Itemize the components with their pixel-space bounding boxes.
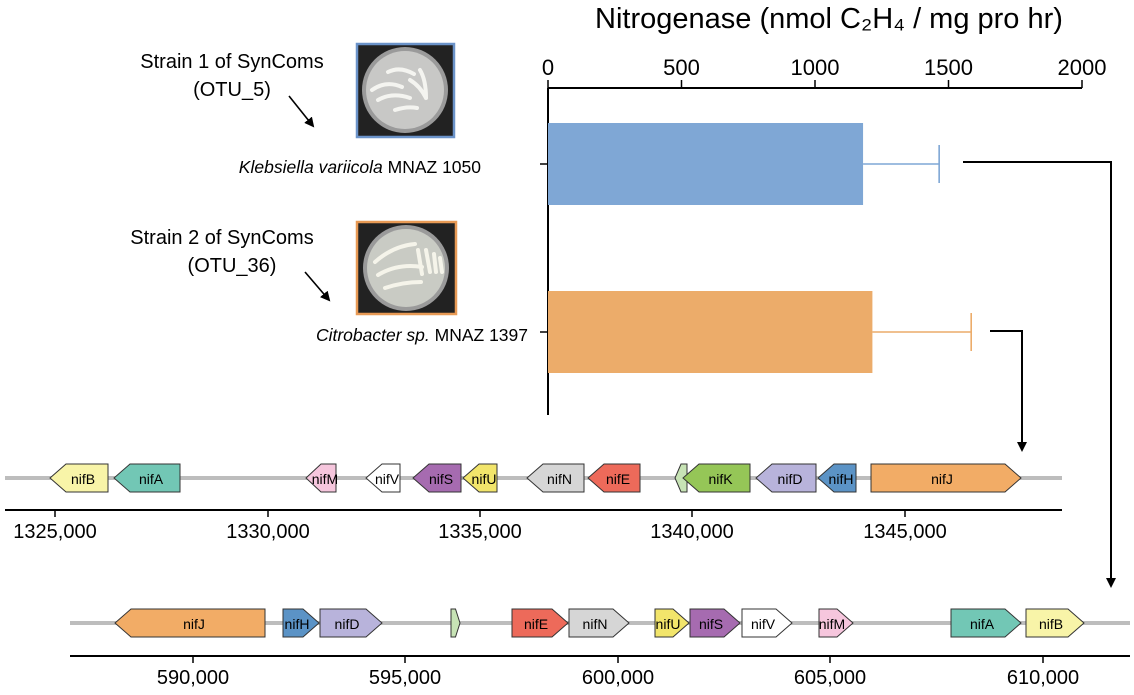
gene-arrow-nifH (817, 463, 857, 493)
gene-label-nifD: nifD (335, 616, 360, 632)
gene-label-nifN: nifN (547, 471, 572, 487)
gene-label-nifV: nifV (751, 616, 776, 632)
gene-arrow-unnamed (674, 463, 688, 493)
x-tick-label-1: 500 (663, 55, 700, 80)
gene-label-nifB: nifB (1039, 616, 1063, 632)
strain-2-label-line2: (OTU_36) (188, 255, 277, 277)
gene-arrow-nifH (282, 608, 320, 638)
gene-arrow-nifN (526, 463, 585, 493)
gene-label-nifK: nifK (708, 471, 733, 487)
gene-arrow-nifD (755, 463, 817, 493)
gene-arrow-nifU (462, 463, 498, 493)
x-tick-label-3: 1500 (924, 55, 973, 80)
gene-arrow-nifV (741, 608, 793, 638)
gene-axis-label-4: 610,000 (1007, 667, 1079, 689)
gene-label-nifH: nifH (285, 616, 310, 632)
x-tick-label-4: 2000 (1058, 55, 1107, 80)
gene-arrow-nifM (818, 608, 854, 638)
gene-axis-label-2: 1335,000 (438, 521, 521, 543)
gene-arrow-nifJ (870, 463, 1022, 493)
gene-axis-label-0: 1325,000 (13, 521, 96, 543)
gene-arrow-nifV (365, 463, 401, 493)
gene-arrow-nifB (49, 463, 109, 493)
gene-arrow-nifD (319, 608, 383, 638)
gene-arrow-nifJ (114, 608, 266, 638)
gene-arrow-nifN (568, 608, 630, 638)
gene-label-nifU: nifU (656, 616, 681, 632)
strain-1-species-name: Klebsiella variicola MNAZ 1050 (239, 157, 481, 177)
gene-arrow-nifE (511, 608, 569, 638)
strain-1-plate-photo (355, 42, 456, 139)
strain-2-pointer-arrow (304, 271, 331, 302)
gene-axis-label-2: 600,000 (582, 667, 654, 689)
gene-axis-label-0: 590,000 (157, 667, 229, 689)
gene-label-nifE: nifE (606, 471, 630, 487)
chart-title: Nitrogenase (nmol C₂H₄ / mg pro hr) (595, 3, 1063, 35)
gene-axis-label-4: 1345,000 (863, 521, 946, 543)
gene-label-nifJ: nifJ (183, 616, 205, 632)
gene-label-nifU: nifU (472, 471, 497, 487)
gene-arrow-nifB (1025, 608, 1085, 638)
gene-arrow-unnamed (450, 608, 461, 638)
gene-label-nifH: nifH (829, 471, 854, 487)
strain-1-label-line1: Strain 1 of SynComs (140, 51, 323, 73)
strain-1-pointer-arrow (288, 95, 315, 128)
gene-label-nifN: nifN (583, 616, 608, 632)
connector-arrow-strain-1 (963, 161, 1116, 588)
gene-arrow-nifK (682, 463, 751, 493)
gene-label-nifV: nifV (375, 471, 400, 487)
gene-label-nifE: nifE (524, 616, 548, 632)
x-tick-label-2: 1000 (791, 55, 840, 80)
strain-2-group: Strain 2 of SynComs (OTU_36) Citrobacter… (130, 220, 528, 345)
gene-axis-label-1: 595,000 (369, 667, 441, 689)
gene-label-nifD: nifD (778, 471, 803, 487)
gene-arrow-nifS (689, 608, 741, 638)
gene-map-1: nifB nifA nifM nifV nifS nifU nifN nifE nifK nifD… (5, 463, 1062, 543)
gene-label-nifA: nifA (139, 471, 164, 487)
gene-map-2: nifJ nifH nifD nifE nifN nifU nifS nifV nifM nifA… (70, 608, 1130, 689)
strain-1-group: Strain 1 of SynComs (OTU_5) Klebsiella v… (140, 42, 481, 177)
gene-label-nifM: nifM (819, 616, 845, 632)
gene-label-nifJ: nifJ (931, 471, 953, 487)
strain-2-label-line1: Strain 2 of SynComs (130, 227, 313, 249)
strain-2-species-name: Citrobacter sp. MNAZ 1397 (316, 325, 528, 345)
gene-axis-label-1: 1330,000 (226, 521, 309, 543)
gene-label-nifA: nifA (970, 616, 995, 632)
gene-label-nifS: nifS (429, 471, 453, 487)
gene-arrow-nifS (412, 463, 462, 493)
strain-1-label-line2: (OTU_5) (193, 79, 271, 101)
bar-2 (548, 291, 873, 373)
gene-arrow-nifU (654, 608, 690, 638)
connector-arrow-strain-2 (990, 330, 1027, 452)
bar-1 (548, 123, 864, 205)
gene-arrow-nifE (587, 463, 641, 493)
x-tick-label-0: 0 (542, 55, 554, 80)
bar-chart: 0 500 1000 1500 2000 (540, 55, 1106, 415)
strain-2-plate-photo (355, 220, 458, 316)
gene-arrow-nifA (950, 608, 1022, 638)
gene-axis-label-3: 605,000 (794, 667, 866, 689)
gene-label-nifM: nifM (312, 471, 338, 487)
gene-arrow-nifM (305, 463, 337, 493)
gene-label-nifS: nifS (699, 616, 723, 632)
gene-axis-label-3: 1340,000 (650, 521, 733, 543)
gene-arrow-nifA (113, 463, 181, 493)
gene-label-nifB: nifB (71, 471, 95, 487)
